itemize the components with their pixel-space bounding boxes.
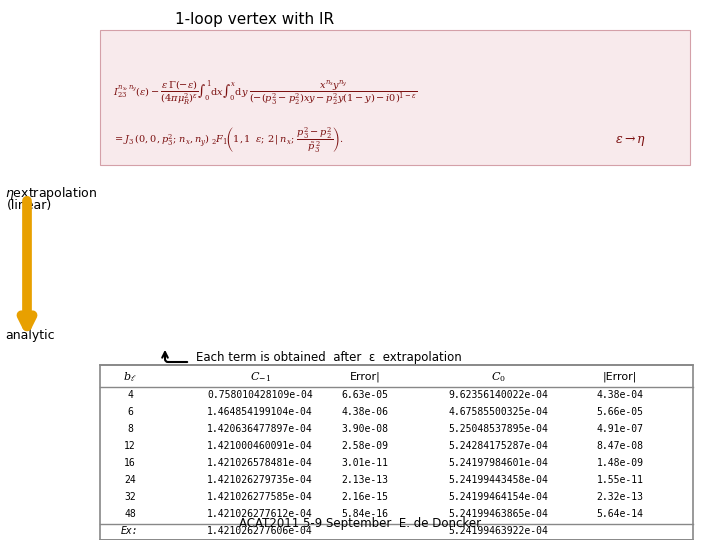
Text: 3.90e-08: 3.90e-08 [341,424,389,434]
Text: 5.24199464154e-04: 5.24199464154e-04 [448,492,548,502]
Text: (linear): (linear) [7,199,53,212]
Text: 0.758010428109e-04: 0.758010428109e-04 [207,390,313,400]
Text: 5.24199463865e-04: 5.24199463865e-04 [448,509,548,519]
Text: 1.464854199104e-04: 1.464854199104e-04 [207,407,313,417]
Text: 1-loop vertex with IR: 1-loop vertex with IR [175,12,334,27]
Text: 2.16e-15: 2.16e-15 [341,492,389,502]
Text: 1.420636477897e-04: 1.420636477897e-04 [207,424,313,434]
Text: 1.421026578481e-04: 1.421026578481e-04 [207,458,313,468]
Text: 48: 48 [124,509,136,519]
Text: 4: 4 [127,390,133,400]
Text: 2.32e-13: 2.32e-13 [596,492,644,502]
Text: 12: 12 [124,441,136,451]
Text: 1.421026277612e-04: 1.421026277612e-04 [207,509,313,519]
Text: 2.58e-09: 2.58e-09 [341,441,389,451]
Text: $b_\ell$: $b_\ell$ [123,370,137,384]
Text: 9.62356140022e-04: 9.62356140022e-04 [448,390,548,400]
Text: 5.24199443458e-04: 5.24199443458e-04 [448,475,548,485]
Text: 8.47e-08: 8.47e-08 [596,441,644,451]
Text: $C_0$: $C_0$ [490,370,505,384]
Text: 6: 6 [127,407,133,417]
Text: 4.38e-06: 4.38e-06 [341,407,389,417]
Text: 1.421026279735e-04: 1.421026279735e-04 [207,475,313,485]
Text: 16: 16 [124,458,136,468]
Text: 4.38e-04: 4.38e-04 [596,390,644,400]
Text: Each term is obtained  after  ε  extrapolation: Each term is obtained after ε extrapolat… [196,350,462,363]
Text: 1.421026277606e-04: 1.421026277606e-04 [207,526,313,537]
Text: 4.67585500325e-04: 4.67585500325e-04 [448,407,548,417]
Bar [100,365,693,540]
Text: 1.48e-09: 1.48e-09 [596,458,644,468]
Text: Ex:: Ex: [121,526,139,537]
Text: 5.24199463922e-04: 5.24199463922e-04 [448,526,548,537]
Text: 5.66e-05: 5.66e-05 [596,407,644,417]
Text: 5.24284175287e-04: 5.24284175287e-04 [448,441,548,451]
Text: 6.63e-05: 6.63e-05 [341,390,389,400]
Text: analytic: analytic [5,329,55,342]
Text: $I_{23}^{n_x,n_y}(\varepsilon) - \dfrac{\varepsilon\,\Gamma(-\varepsilon)}{(4\pi: $I_{23}^{n_x,n_y}(\varepsilon) - \dfrac{… [113,79,418,107]
Text: 5.64e-14: 5.64e-14 [596,509,644,519]
Text: 5.25048537895e-04: 5.25048537895e-04 [448,424,548,434]
Text: 1.421000460091e-04: 1.421000460091e-04 [207,441,313,451]
Text: 2.13e-13: 2.13e-13 [341,475,389,485]
Text: 1.421026277585e-04: 1.421026277585e-04 [207,492,313,502]
FancyBboxPatch shape [100,30,690,165]
Text: $C_{-1}$: $C_{-1}$ [250,370,271,384]
Text: $= J_3\,(0,0,p_3^2;\,n_x,n_y)\;{}_2F_1\!\left(1,1\;\;\varepsilon;\,2\,|\,n_x;\,\: $= J_3\,(0,0,p_3^2;\,n_x,n_y)\;{}_2F_1\!… [113,125,344,154]
Text: 32: 32 [124,492,136,502]
Text: 4.91e-07: 4.91e-07 [596,424,644,434]
FancyArrowPatch shape [22,201,32,326]
Text: $\varepsilon \to \eta$: $\varepsilon \to \eta$ [615,132,647,147]
Text: 8: 8 [127,424,133,434]
Text: $\eta$extrapolation: $\eta$extrapolation [5,185,97,202]
Text: 1.55e-11: 1.55e-11 [596,475,644,485]
Text: ACAT2011 5-9 September  E. de Doncker: ACAT2011 5-9 September E. de Doncker [239,517,481,530]
Text: 5.84e-16: 5.84e-16 [341,509,389,519]
Text: |Error|: |Error| [603,372,637,382]
Text: 24: 24 [124,475,136,485]
Text: 5.24197984601e-04: 5.24197984601e-04 [448,458,548,468]
Text: Error|: Error| [350,372,380,382]
Text: 3.01e-11: 3.01e-11 [341,458,389,468]
